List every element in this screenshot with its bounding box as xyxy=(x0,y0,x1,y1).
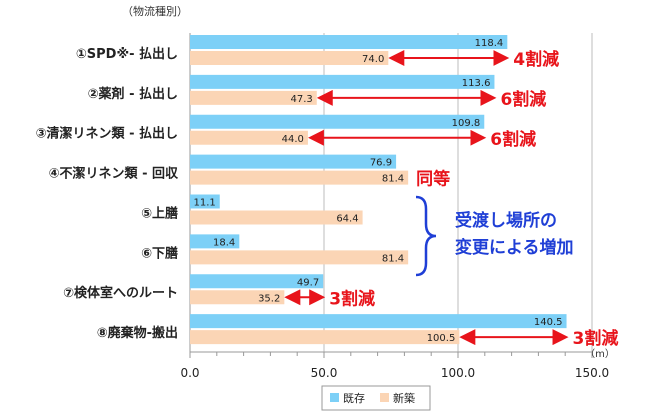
group-annotation-text: 受渡し場所の xyxy=(455,210,557,231)
data-label: 44.0 xyxy=(282,134,304,145)
x-tick-label: 50.0 xyxy=(311,366,338,380)
bar-new xyxy=(190,290,285,305)
category-label: ⑥下膳 xyxy=(141,245,178,261)
data-label: 100.5 xyxy=(427,333,456,344)
bar-new xyxy=(190,90,317,105)
category-label: ③清潔リネン類 - 払出し xyxy=(36,126,178,142)
x-tick-label: 100.0 xyxy=(441,366,475,380)
legend-label: 既存 xyxy=(343,391,365,405)
unit-label: （m） xyxy=(585,348,615,360)
data-label: 118.4 xyxy=(475,38,504,49)
bar-existing xyxy=(190,74,495,89)
category-label: ⑦検体室へのルート xyxy=(63,285,178,301)
annotation-text: 6割減 xyxy=(500,89,546,110)
data-label: 47.3 xyxy=(290,94,312,105)
data-label: 81.4 xyxy=(382,174,404,185)
category-header: （物流種別） xyxy=(122,4,188,18)
bar-existing xyxy=(190,35,508,49)
bar-new xyxy=(190,210,363,225)
group-annotation-text: 変更による増加 xyxy=(455,237,574,258)
bar-existing xyxy=(190,274,324,289)
data-label: 140.5 xyxy=(534,317,563,328)
data-label: 81.4 xyxy=(382,253,404,264)
bar-new xyxy=(190,130,308,145)
category-label: ④不潔リネン類 - 回収 xyxy=(49,166,179,182)
data-label: 109.8 xyxy=(452,118,481,129)
data-label: 18.4 xyxy=(213,237,235,248)
data-label: 11.1 xyxy=(193,198,215,209)
legend-swatch xyxy=(380,393,389,402)
data-label: 113.6 xyxy=(462,78,491,89)
bar-new xyxy=(190,51,389,65)
legend xyxy=(321,385,431,411)
data-label: 74.0 xyxy=(362,54,384,65)
data-label: 76.9 xyxy=(370,158,392,169)
annotation-text: 3割減 xyxy=(573,328,619,349)
data-label: 35.2 xyxy=(258,293,280,304)
annotation-text: 4割減 xyxy=(513,49,559,70)
bar-existing xyxy=(190,234,240,249)
x-tick-label: 0.0 xyxy=(180,366,199,380)
category-label: ②薬剤 - 払出し xyxy=(88,86,178,102)
data-label: 64.4 xyxy=(336,214,358,225)
bar-new xyxy=(190,330,460,345)
category-label: ⑧廃棄物-搬出 xyxy=(97,325,178,341)
annotation-text: 同等 xyxy=(416,169,450,190)
category-label: ①SPD※- 払出し xyxy=(76,46,178,62)
legend-label: 新築 xyxy=(393,391,415,405)
data-label: 49.7 xyxy=(297,277,319,288)
x-tick-label: 150.0 xyxy=(575,366,609,380)
bar-existing xyxy=(190,114,485,129)
annotation-text: 6割減 xyxy=(490,129,536,150)
annotation-text: 3割減 xyxy=(329,288,375,309)
bar-new xyxy=(190,170,409,185)
category-label: ⑤上膳 xyxy=(141,205,178,221)
bar-existing xyxy=(190,314,567,329)
brace xyxy=(415,195,437,277)
bar-existing xyxy=(190,194,220,209)
bar-new xyxy=(190,250,409,265)
bar-existing xyxy=(190,154,397,169)
legend-swatch xyxy=(330,393,339,402)
